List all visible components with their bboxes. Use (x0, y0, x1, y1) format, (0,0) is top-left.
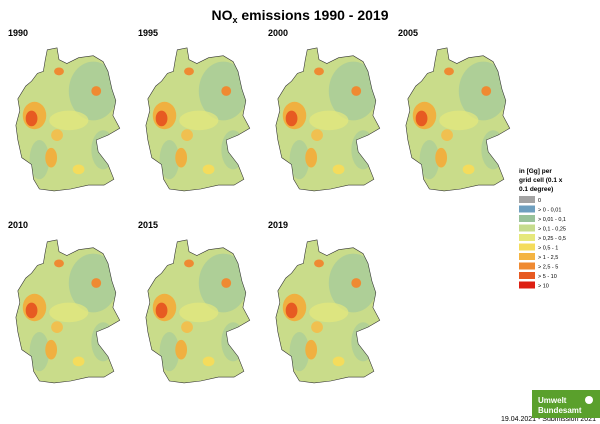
logo-text: Umwelt (538, 396, 567, 405)
legend-title: grid cell (0.1 x (519, 177, 563, 184)
legend-swatch (519, 205, 535, 213)
logo-box (532, 390, 600, 418)
legend-swatch (519, 196, 535, 203)
footer: 19.04.2021 - Submission 2021 (501, 416, 596, 423)
panel-year: 2000 (268, 28, 288, 38)
logo-text: Bundesamt (538, 406, 582, 415)
title-subscript: x (232, 15, 237, 25)
legend-title: 0.1 degree) (519, 186, 553, 193)
germany-map (10, 42, 128, 199)
title: NOx emissions 1990 - 2019 (211, 7, 388, 25)
panel-year: 1995 (138, 28, 158, 38)
legend-label: > 10 (538, 284, 549, 290)
panel-year: 2005 (398, 28, 418, 38)
panel-year: 1990 (8, 28, 28, 38)
germany-map (270, 234, 388, 391)
title-main: NO (211, 7, 232, 23)
title-rest: emissions 1990 - 2019 (238, 7, 389, 23)
panel-year: 2015 (138, 220, 158, 230)
legend-swatch (519, 253, 535, 260)
legend-label: > 0,01 - 0,1 (538, 217, 566, 223)
germany-map (270, 42, 388, 199)
legend-swatch (519, 281, 535, 289)
germany-map (400, 42, 518, 199)
legend-label: > 5 - 10 (538, 274, 557, 280)
legend-label: > 0,5 - 1 (538, 246, 558, 252)
logo-icon (585, 396, 593, 404)
panel-year: 2019 (268, 220, 288, 230)
legend-label: > 0 - 0,01 (538, 208, 561, 214)
legend-swatch (519, 234, 535, 241)
legend-swatch (519, 224, 535, 232)
legend-swatch (519, 272, 535, 279)
legend-label: > 0,1 - 0,25 (538, 227, 566, 233)
panel-year: 2010 (8, 220, 28, 230)
legend-swatch (519, 215, 535, 222)
germany-map (10, 234, 128, 391)
legend-label: > 1 - 2,5 (538, 255, 558, 261)
legend-title: in [Gg] per (519, 168, 552, 175)
legend-swatch (519, 262, 535, 270)
germany-map (140, 234, 258, 391)
legend-swatch (519, 243, 535, 251)
legend-label: > 2,5 - 5 (538, 265, 558, 271)
legend-label: 0 (538, 198, 541, 204)
germany-map (140, 42, 258, 199)
legend-label: > 0,25 - 0,5 (538, 236, 566, 242)
